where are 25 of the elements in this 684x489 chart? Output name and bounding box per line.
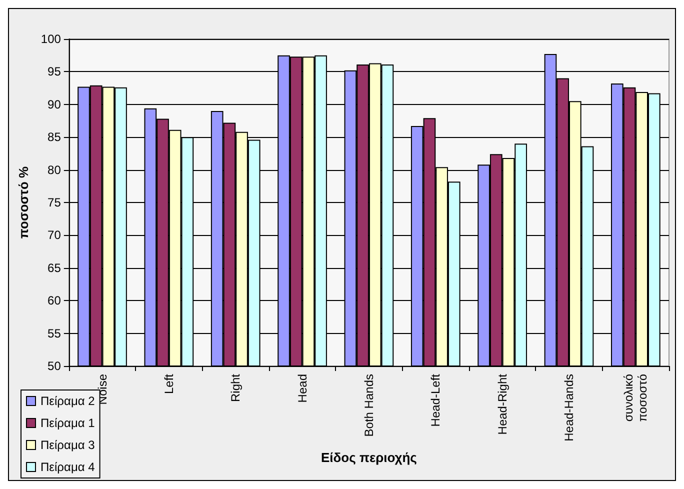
x-tick-label: Left — [162, 373, 176, 394]
y-tick-label: 100 — [40, 32, 62, 46]
y-tick-label: 80 — [48, 162, 62, 177]
x-tick-label: Head — [295, 374, 310, 403]
x-tick-label: Both Hands — [362, 374, 376, 437]
legend-label: Πείραμα 2 — [40, 394, 96, 408]
x-axis-title: Είδος περιοχής — [321, 450, 418, 465]
y-tick-label: 55 — [48, 326, 62, 340]
y-tick-label: 90 — [48, 97, 62, 112]
y-tick-label: 70 — [48, 228, 62, 242]
y-tick-label: 50 — [48, 359, 62, 373]
y-axis-title: ποσοστό % — [16, 166, 31, 239]
legend-label: Πείραμα 1 — [40, 416, 96, 430]
legend-label: Πείραμα 4 — [40, 460, 96, 474]
x-tick-label: Right — [228, 373, 243, 402]
x-tick-label: Head-Left — [428, 373, 443, 427]
x-tick-label: συνολικό ποσοστό — [622, 374, 650, 422]
y-tick-label: 95 — [48, 64, 62, 79]
legend-label: Πείραμα 3 — [40, 438, 96, 452]
y-tick-label: 75 — [48, 196, 62, 210]
x-tick-label: Head-Hands — [562, 374, 576, 442]
y-tick-label: 60 — [48, 294, 62, 308]
y-tick-label: 65 — [48, 260, 62, 275]
x-tick-label: Head-Right — [495, 373, 510, 435]
y-tick-label: 85 — [48, 130, 62, 144]
